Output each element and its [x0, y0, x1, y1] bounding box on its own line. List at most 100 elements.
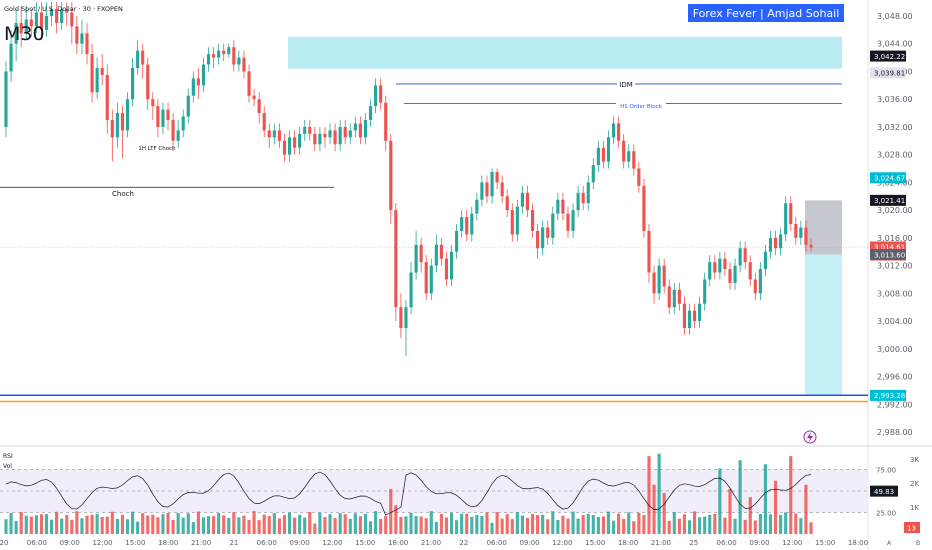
badge-zone-bottom-text: 3,039.81	[874, 70, 905, 78]
candle	[222, 43, 226, 62]
candle	[692, 303, 697, 328]
footer-b[interactable]: B	[916, 540, 920, 547]
volume-bar	[738, 460, 742, 534]
candle	[105, 64, 109, 134]
volume-bar	[75, 511, 79, 534]
candle	[333, 123, 337, 152]
candle	[29, 9, 33, 37]
volume-bar	[784, 512, 788, 534]
volume-bar	[753, 520, 757, 534]
candle	[257, 92, 261, 124]
time-axis[interactable]: 20 06:00 09:00 12:00 15:00 18:00 21:00 21 06:00 0…	[0, 539, 868, 547]
volume-bar	[34, 515, 38, 534]
candle-body	[455, 230, 459, 252]
candle	[642, 178, 646, 238]
volume-bar	[667, 520, 671, 534]
candle-body	[409, 272, 413, 308]
candle-body	[262, 113, 266, 131]
candle-body	[779, 234, 783, 249]
candle-body	[419, 244, 423, 263]
vol-tick-3k: 3K	[910, 456, 919, 464]
volume-bar	[277, 518, 281, 534]
candle-body	[465, 217, 469, 235]
candle	[201, 57, 206, 93]
candle	[470, 206, 474, 242]
volume-bar	[252, 511, 256, 534]
badge-target-bg	[870, 389, 906, 401]
volume-bar	[779, 514, 783, 534]
candle	[698, 296, 702, 328]
candle	[672, 282, 676, 315]
candle-body	[212, 54, 216, 58]
candle-body	[743, 248, 747, 263]
volume-bar	[242, 515, 246, 534]
candle-body	[637, 168, 641, 186]
time-tick-label: 06:00	[717, 539, 737, 547]
price-tick-label: 2,988.00	[877, 428, 913, 437]
badge-zone-top: 3,042.22	[870, 50, 906, 62]
badge-target-text: 2,993.28	[874, 392, 905, 400]
candle	[262, 106, 266, 138]
volume-bar	[799, 518, 803, 534]
candle	[136, 40, 140, 75]
volume-bar	[358, 516, 362, 534]
candle-body	[444, 258, 449, 280]
volume-bar	[9, 512, 13, 534]
volume-bar	[120, 514, 125, 534]
candle-body	[794, 224, 798, 238]
candle-body	[525, 192, 530, 211]
volume-bar	[368, 521, 373, 534]
time-tick-label: 22	[459, 539, 468, 547]
candle	[662, 258, 666, 294]
volume-bar	[146, 515, 150, 534]
candle	[65, 2, 69, 27]
volume-bar	[586, 513, 590, 534]
candle-body	[723, 258, 727, 270]
candle-body	[789, 203, 793, 224]
candle	[546, 220, 550, 245]
candle	[779, 227, 783, 256]
volume-bar	[794, 513, 798, 534]
candle-body	[718, 258, 722, 273]
candle-body	[404, 307, 408, 328]
candle-body	[475, 199, 479, 214]
time-tick-label: 12:00	[322, 539, 342, 547]
candle	[687, 303, 692, 335]
volume-bar	[298, 514, 302, 534]
volume-bar	[308, 511, 312, 534]
volume-bar	[24, 515, 28, 534]
footer-a[interactable]: A	[887, 540, 892, 547]
candle-body	[495, 172, 499, 183]
volume-bar	[95, 513, 99, 534]
candle	[652, 265, 656, 304]
time-tick-label: 12:00	[92, 539, 112, 547]
volume-bar	[115, 518, 119, 534]
volume-bar	[429, 511, 433, 534]
candle-body	[298, 133, 302, 148]
lightning-icon[interactable]	[803, 430, 817, 444]
idm-label: IDM	[619, 81, 633, 89]
candle-body	[677, 289, 681, 304]
candle-body	[773, 237, 778, 249]
candle-body	[753, 279, 757, 294]
candle-body	[267, 130, 271, 138]
volume-bar	[110, 511, 114, 534]
candle	[75, 16, 79, 55]
candle-body	[100, 68, 104, 75]
volume-bar	[713, 513, 717, 534]
volume-bar	[485, 512, 489, 534]
volume-bar	[773, 480, 778, 534]
candle-body	[9, 43, 13, 72]
price-tick-label: 2,996.00	[877, 373, 913, 382]
candle	[24, 5, 28, 41]
levels	[0, 36, 868, 403]
volume-bar	[525, 518, 530, 534]
idm-label-bg	[617, 79, 635, 89]
volume-bar	[414, 516, 418, 534]
time-tick-label: 12:00	[552, 539, 572, 547]
candle	[475, 192, 479, 221]
volume-bar	[566, 518, 570, 534]
volume-bar	[495, 512, 499, 534]
badge-zone-top-bg	[870, 50, 906, 62]
